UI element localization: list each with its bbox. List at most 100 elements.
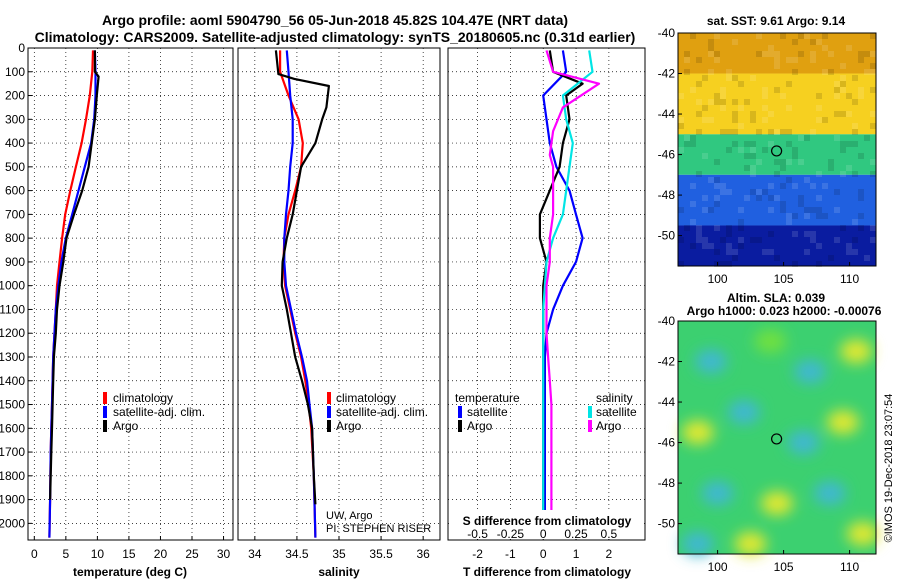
map-y-tick-label: -44 — [658, 107, 676, 121]
y-tick-label: 400 — [5, 136, 25, 150]
y-tick-label: 1700 — [0, 445, 25, 459]
sla-anomaly-blob — [728, 400, 760, 425]
difference-xlabel: T difference from climatology — [463, 565, 631, 579]
legend-label-climatology: climatology — [336, 391, 396, 405]
sst-pixel — [834, 135, 840, 141]
sst-pixel — [792, 213, 798, 219]
sst-pixel — [696, 171, 702, 177]
sst-band — [678, 134, 876, 175]
sst-pixel — [738, 243, 744, 249]
sst-float-location-marker — [771, 145, 783, 157]
sst-pixel — [720, 93, 726, 99]
sst-pixel — [786, 81, 792, 87]
sst-pixel — [846, 243, 852, 249]
sst-pixel — [834, 189, 840, 195]
sst-pixel — [756, 129, 762, 135]
sst-pixel — [714, 93, 720, 99]
temperature-panel: 0 5 10 15 20 25 30 0 100 200 300 400 500 600 700 800 90… — [0, 41, 234, 579]
sst-pixel — [678, 93, 684, 99]
sst-pixel — [828, 165, 834, 171]
map-y-tick-label: -48 — [658, 476, 676, 490]
series-line-s-argo — [545, 50, 601, 538]
sst-pixel — [678, 117, 684, 123]
sla-anomaly-blob — [846, 521, 879, 546]
x-tick-label: 15 — [122, 547, 136, 561]
sst-pixel — [810, 57, 816, 63]
sst-pixel — [774, 57, 780, 63]
sst-pixel — [852, 171, 858, 177]
sst-pixel — [768, 183, 774, 189]
sst-pixel — [822, 183, 828, 189]
sst-pixel — [846, 93, 852, 99]
x-tick-label: 30 — [217, 547, 231, 561]
sla-anomaly-blob — [813, 481, 846, 506]
sst-pixel — [720, 87, 726, 93]
x-tick-label: 34 — [248, 547, 262, 561]
sst-pixel — [762, 87, 768, 93]
sst-pixel — [804, 33, 810, 39]
sst-pixel — [738, 81, 744, 87]
series-line-argo — [49, 50, 100, 500]
sst-pixel — [792, 261, 798, 267]
sst-pixel — [852, 129, 858, 135]
sst-pixel — [690, 219, 696, 225]
y-tick-label: 1300 — [0, 350, 25, 364]
sst-pixel — [726, 189, 732, 195]
sst-pixel — [846, 249, 852, 255]
sst-pixel — [792, 153, 798, 159]
x-tick-label: -1 — [505, 547, 516, 561]
map-y-tick-label: -40 — [658, 26, 676, 40]
sst-pixel — [774, 255, 780, 261]
sst-pixel — [870, 111, 876, 117]
imos-credit: ©IMOS 19-Dec-2018 23:07:54 — [883, 394, 895, 543]
sst-pixel — [870, 123, 876, 129]
map-x-tick-label: 105 — [774, 272, 794, 286]
sst-pixel — [834, 111, 840, 117]
legend-swatch-argo — [327, 420, 331, 432]
x-tick-label: -2 — [472, 547, 483, 561]
sst-pixel — [870, 171, 876, 177]
sst-pixel — [786, 219, 792, 225]
series-line-satellite-adj-clim- — [283, 50, 317, 538]
series-line-argo — [274, 50, 330, 505]
map-x-tick-label: 110 — [840, 560, 859, 574]
sst-pixel — [750, 237, 756, 243]
sst-pixel — [768, 195, 774, 201]
sst-pixel — [768, 249, 774, 255]
sst-pixel — [726, 243, 732, 249]
sst-pixel — [804, 231, 810, 237]
sst-band — [678, 174, 876, 226]
sst-pixel — [816, 195, 822, 201]
sst-pixel — [852, 99, 858, 105]
sst-pixel — [702, 75, 708, 81]
temperature-xlabel: temperature (deg C) — [73, 565, 187, 579]
difference-legend: temperature satellite Argo salinity sate… — [455, 391, 637, 433]
sst-pixel — [720, 261, 726, 267]
sst-pixel — [858, 87, 864, 93]
difference-top-label: S difference from climatology — [463, 514, 632, 528]
sst-pixel — [726, 129, 732, 135]
legend-swatch-climatology — [103, 392, 107, 404]
sst-pixel — [864, 51, 870, 57]
x-tick-label: 10 — [91, 547, 105, 561]
sst-pixel — [810, 39, 816, 45]
legend-label-t-argo: Argo — [467, 419, 493, 433]
sst-pixel — [708, 39, 714, 45]
sst-pixel — [678, 147, 684, 153]
sst-pixel — [738, 225, 744, 231]
legend-label-t-satellite: satellite — [467, 405, 508, 419]
sst-pixel — [858, 93, 864, 99]
x-top-tick-label: -0.5 — [467, 527, 488, 541]
sst-pixel — [774, 87, 780, 93]
sst-pixel — [750, 153, 756, 159]
map-y-tick-label: -40 — [658, 314, 676, 328]
y-tick-label: 1800 — [0, 469, 25, 483]
x-tick-label: 25 — [185, 547, 199, 561]
sla-anomaly-blob — [681, 531, 714, 556]
sst-pixel — [762, 117, 768, 123]
sst-pixel — [750, 111, 756, 117]
map-x-tick-label: 100 — [708, 272, 728, 286]
sst-pixel — [696, 81, 702, 87]
sst-pixel — [696, 111, 702, 117]
sst-pixel — [822, 69, 828, 75]
